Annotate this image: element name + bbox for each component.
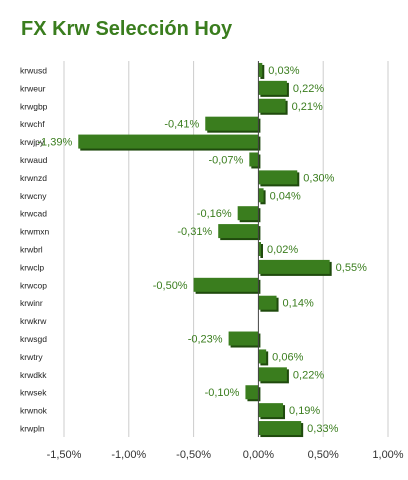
category-label: krwusd xyxy=(20,65,47,75)
category-label: krwmxn xyxy=(20,227,50,237)
bar xyxy=(258,349,267,364)
x-tick-label: 0,00% xyxy=(243,449,274,461)
value-label: 0,22% xyxy=(293,369,324,381)
grid-layer xyxy=(63,61,389,437)
x-tick-label: -0,50% xyxy=(176,449,211,461)
value-label: -0,41% xyxy=(164,119,199,131)
category-label: krwsgd xyxy=(20,334,47,344)
bar-shadow xyxy=(260,244,263,258)
category-label: krwdkk xyxy=(20,370,47,380)
x-tick-label: -1,00% xyxy=(111,449,146,461)
category-label: krwnok xyxy=(20,406,48,416)
value-label: -0,23% xyxy=(188,334,223,346)
bar xyxy=(258,421,302,436)
category-label: krwkrw xyxy=(20,316,47,326)
category-label: krwsek xyxy=(20,388,47,398)
x-tick-label: 0,50% xyxy=(308,449,339,461)
category-label: krwtry xyxy=(20,352,43,362)
bar xyxy=(205,116,259,131)
bar xyxy=(258,80,287,95)
chart-title: FX Krw Selección Hoy xyxy=(21,18,233,40)
category-label: krwgbp xyxy=(20,101,48,111)
bar xyxy=(228,331,259,346)
x-tick-label: -1,50% xyxy=(47,449,82,461)
bar-shadow xyxy=(260,64,265,79)
value-label: 0,21% xyxy=(292,101,323,113)
category-label: krwnzd xyxy=(20,173,47,183)
bar xyxy=(258,98,286,113)
bar xyxy=(78,134,259,149)
bar xyxy=(237,206,259,221)
axis-layer: -1,50% -1,00% -0,50% 0,00% 0,50% 1,00% xyxy=(47,61,404,461)
category-label: krwcad xyxy=(20,209,47,219)
bar xyxy=(258,170,298,185)
bar xyxy=(245,385,259,400)
category-label: krwcny xyxy=(20,191,47,201)
bar xyxy=(218,224,259,239)
bar xyxy=(193,277,259,292)
value-label: 0,19% xyxy=(289,405,320,417)
value-label: -1,39% xyxy=(37,137,72,149)
bar xyxy=(258,62,263,77)
value-label: 0,30% xyxy=(303,172,334,184)
category-label: krwchf xyxy=(20,119,45,129)
value-label: 0,02% xyxy=(267,244,298,256)
bar-layer xyxy=(78,62,332,438)
value-label: 0,06% xyxy=(272,351,303,363)
bar xyxy=(258,242,261,256)
label-layer: krwusd 0,03% krweur 0,22% krwgbp 0,21% krwchf -… xyxy=(20,65,367,435)
value-label: -0,50% xyxy=(153,280,188,292)
category-label: krweur xyxy=(20,83,46,93)
category-label: krwinr xyxy=(20,298,43,308)
value-label: 0,04% xyxy=(270,190,301,202)
category-label: krwpln xyxy=(20,424,45,434)
value-label: -0,10% xyxy=(205,387,240,399)
category-label: krwbrl xyxy=(20,245,43,255)
value-label: 0,22% xyxy=(293,83,324,95)
category-label: krwclp xyxy=(20,262,44,272)
bar xyxy=(258,367,287,382)
bar xyxy=(258,403,284,418)
bar xyxy=(258,295,277,310)
bar xyxy=(249,152,259,167)
category-label: krwaud xyxy=(20,155,48,165)
value-label: -0,16% xyxy=(197,208,232,220)
x-tick-label: 1,00% xyxy=(372,449,403,461)
category-label: krwjpy xyxy=(20,137,45,147)
value-label: 0,55% xyxy=(336,262,367,274)
bar xyxy=(258,259,330,274)
category-label: krwcop xyxy=(20,280,47,290)
value-label: -0,07% xyxy=(208,154,243,166)
value-label: 0,14% xyxy=(283,298,314,310)
value-label: 0,33% xyxy=(307,423,338,435)
bar xyxy=(258,188,264,203)
value-label: 0,03% xyxy=(268,65,299,77)
value-label: -0,31% xyxy=(177,226,212,238)
